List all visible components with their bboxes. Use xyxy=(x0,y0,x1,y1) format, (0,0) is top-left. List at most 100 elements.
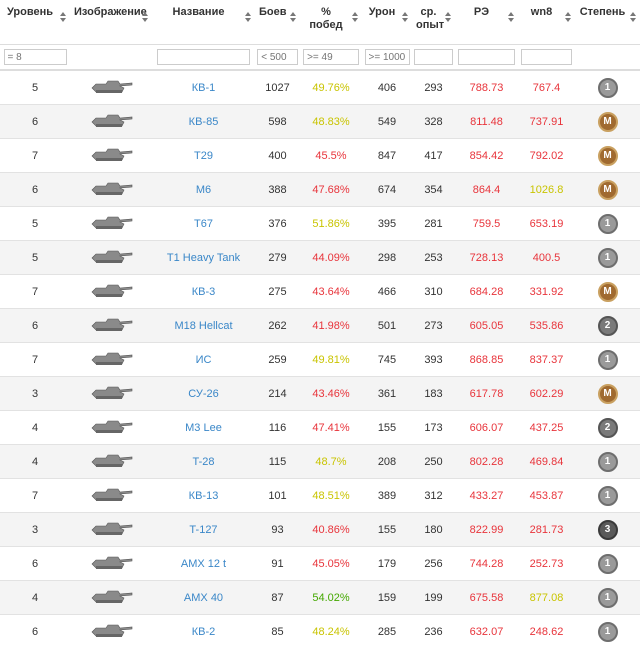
filter-cell xyxy=(412,44,455,71)
column-header[interactable]: wn8 xyxy=(518,0,575,45)
column-header[interactable]: Уровень xyxy=(0,0,70,45)
tank-link[interactable]: M6 xyxy=(195,183,212,196)
tank-row: 7 ИС 259 49.81% 745 393 868.85 837.37 1 xyxy=(0,342,640,377)
avg-xp: 417 xyxy=(412,138,455,173)
level: 7 xyxy=(0,138,70,173)
sort-icon[interactable] xyxy=(245,12,251,22)
tank-link[interactable]: AMX 40 xyxy=(183,591,224,604)
tank-row: 5 КВ-1 1027 49.76% 406 293 788.73 767.4 1 xyxy=(0,69,640,105)
sort-icon[interactable] xyxy=(290,12,296,22)
name-cell: AMX 12 t xyxy=(152,546,255,581)
tank-icon xyxy=(91,522,133,535)
tank-icon xyxy=(91,318,133,331)
wn8: 437.25 xyxy=(518,410,575,445)
tank-link[interactable]: КВ-3 xyxy=(191,285,216,298)
tank-image xyxy=(70,308,152,343)
damage: 155 xyxy=(362,512,412,547)
level: 6 xyxy=(0,546,70,581)
filter-input[interactable] xyxy=(157,49,250,65)
name-cell: M3 Lee xyxy=(152,410,255,445)
efficiency: 684.28 xyxy=(455,274,518,309)
filter-cell xyxy=(70,44,152,71)
mastery-cell: M xyxy=(575,376,640,411)
tank-link[interactable]: M18 Hellcat xyxy=(174,319,233,332)
column-title: Урон xyxy=(368,6,396,18)
tank-link[interactable]: КВ-1 xyxy=(191,81,216,94)
sort-icon[interactable] xyxy=(60,12,66,22)
tank-link[interactable]: КВ-13 xyxy=(188,489,219,502)
damage: 466 xyxy=(362,274,412,309)
wn8: 877.08 xyxy=(518,580,575,615)
efficiency: 675.58 xyxy=(455,580,518,615)
battles: 93 xyxy=(255,512,300,547)
name-cell: T67 xyxy=(152,206,255,241)
tank-link[interactable]: КВ-2 xyxy=(191,625,216,638)
sort-icon[interactable] xyxy=(352,12,358,22)
tank-link[interactable]: ИС xyxy=(195,353,212,366)
sort-icon[interactable] xyxy=(630,12,636,22)
efficiency: 811.48 xyxy=(455,104,518,139)
wn8: 837.37 xyxy=(518,342,575,377)
tank-icon xyxy=(91,488,133,501)
filter-input[interactable] xyxy=(414,49,453,65)
sort-icon[interactable] xyxy=(142,12,148,22)
filter-input[interactable] xyxy=(257,49,298,65)
mastery-cell: 1 xyxy=(575,614,640,645)
column-header[interactable]: % побед xyxy=(300,0,362,45)
sort-icon[interactable] xyxy=(508,12,514,22)
mastery-badge: 1 xyxy=(597,451,618,472)
column-header[interactable]: Степень xyxy=(575,0,640,45)
sort-icon[interactable] xyxy=(402,12,408,22)
wn8: 252.73 xyxy=(518,546,575,581)
tank-icon xyxy=(91,556,133,569)
battles: 214 xyxy=(255,376,300,411)
column-title: РЭ xyxy=(473,6,490,18)
filter-cell xyxy=(362,44,412,71)
tank-link[interactable]: T67 xyxy=(194,217,213,230)
avg-xp: 328 xyxy=(412,104,455,139)
column-title: Название xyxy=(172,6,225,18)
column-title: ср. опыт xyxy=(416,6,445,31)
battles: 376 xyxy=(255,206,300,241)
avg-xp: 273 xyxy=(412,308,455,343)
mastery-badge: 2 xyxy=(597,417,618,438)
damage: 395 xyxy=(362,206,412,241)
column-header[interactable]: ср. опыт xyxy=(412,0,455,45)
mastery-cell: 2 xyxy=(575,410,640,445)
mastery-badge: M xyxy=(597,281,618,302)
tank-link[interactable]: T29 xyxy=(194,149,213,162)
tank-link[interactable]: AMX 12 t xyxy=(180,557,227,570)
level: 4 xyxy=(0,580,70,615)
battles: 598 xyxy=(255,104,300,139)
column-header[interactable]: Название xyxy=(152,0,255,45)
filter-input[interactable] xyxy=(303,49,359,65)
column-header[interactable]: РЭ xyxy=(455,0,518,45)
level: 6 xyxy=(0,104,70,139)
name-cell: AMX 40 xyxy=(152,580,255,615)
level: 6 xyxy=(0,614,70,645)
tank-link[interactable]: СУ-26 xyxy=(188,387,219,400)
winrate: 47.68% xyxy=(300,172,362,207)
tank-link[interactable]: T-28 xyxy=(192,455,215,468)
filter-input[interactable] xyxy=(458,49,515,65)
tank-image xyxy=(70,172,152,207)
column-header[interactable]: Боев xyxy=(255,0,300,45)
name-cell: T-127 xyxy=(152,512,255,547)
filter-input[interactable] xyxy=(520,49,573,65)
tank-link[interactable]: M3 Lee xyxy=(185,421,222,434)
filter-input[interactable] xyxy=(3,49,67,65)
sort-icon[interactable] xyxy=(565,12,571,22)
winrate: 40.86% xyxy=(300,512,362,547)
tank-link[interactable]: T1 Heavy Tank xyxy=(166,251,241,264)
tank-image xyxy=(70,444,152,479)
sort-icon[interactable] xyxy=(445,12,451,22)
tank-link[interactable]: КВ-85 xyxy=(188,115,219,128)
damage: 208 xyxy=(362,444,412,479)
column-header[interactable]: Изображение xyxy=(70,0,152,45)
mastery-badge: M xyxy=(597,111,618,132)
tank-link[interactable]: T-127 xyxy=(189,523,218,536)
column-header[interactable]: Урон xyxy=(362,0,412,45)
filter-input[interactable] xyxy=(364,49,410,65)
